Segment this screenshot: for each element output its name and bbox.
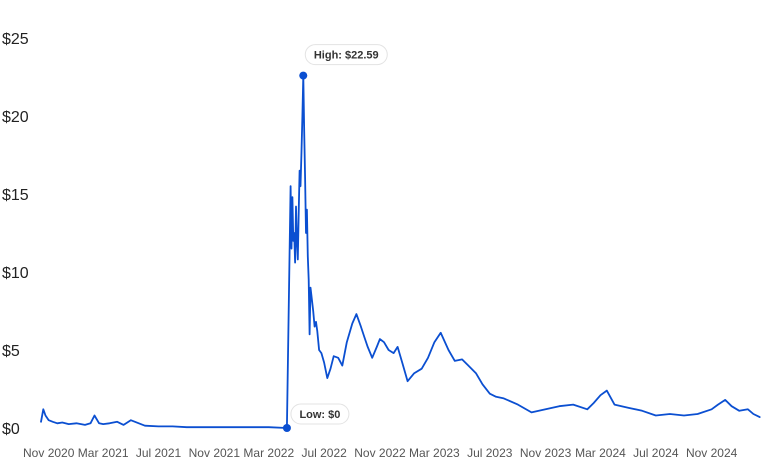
callout-label: Low: $0	[299, 409, 340, 421]
x-axis: Nov 2020 Mar 2021 Jul 2021 Nov 2021 Mar 2022…	[23, 446, 738, 460]
high-point-marker	[299, 71, 308, 80]
y-tick-label: $0	[2, 421, 20, 438]
annotation-layer: High: $22.59 Low: $0	[282, 44, 388, 432]
callout-box	[290, 403, 350, 425]
high-callout: High: $22.59	[299, 44, 388, 80]
x-tick-label: Jul 2024	[633, 446, 679, 460]
y-tick-label: $5	[2, 343, 20, 360]
y-tick-label: $15	[2, 187, 29, 204]
x-tick-label: Jul 2023	[467, 446, 513, 460]
x-tick-label: Nov 2023	[520, 446, 572, 460]
x-tick-label: Mar 2022	[243, 446, 294, 460]
x-tick-label: Mar 2023	[409, 446, 460, 460]
price-series-line	[40, 74, 761, 429]
x-tick-label: Nov 2021	[189, 446, 241, 460]
y-tick-label: $10	[2, 265, 29, 282]
low-callout: Low: $0	[282, 403, 350, 432]
x-tick-label: Mar 2021	[78, 446, 129, 460]
callout-box	[304, 44, 388, 66]
y-axis: $0 $5 $10 $15 $20 $25	[2, 31, 29, 438]
low-point-marker	[282, 424, 291, 432]
x-tick-label: Jul 2022	[301, 446, 347, 460]
y-tick-label: $25	[2, 31, 29, 48]
x-tick-label: Nov 2024	[686, 446, 738, 460]
x-tick-label: Nov 2020	[23, 446, 75, 460]
x-tick-label: Mar 2024	[575, 446, 626, 460]
series-layer	[40, 74, 761, 429]
callout-label: High: $22.59	[314, 50, 379, 62]
x-tick-label: Nov 2022	[354, 446, 406, 460]
x-tick-label: Jul 2021	[136, 446, 182, 460]
y-tick-label: $20	[2, 109, 29, 126]
